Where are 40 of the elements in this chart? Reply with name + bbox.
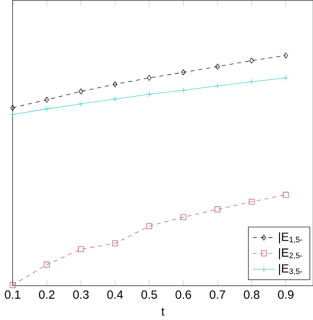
legend-label: |E$_{3,5-}$: [278, 264, 302, 276]
point: [215, 64, 220, 70]
point: [282, 192, 289, 198]
x-tick-label: 0.9: [278, 290, 294, 299]
point: [44, 96, 49, 103]
point: [10, 282, 16, 288]
x-axis-title: t: [161, 308, 164, 316]
point: [112, 240, 118, 246]
point: [44, 106, 50, 112]
point: [214, 206, 220, 212]
point: [248, 78, 254, 85]
x-tick-label: 0.5: [141, 290, 157, 299]
x-tick-label: 0.4: [107, 290, 123, 299]
legend-label: |E$_{1,5-}$: [278, 232, 302, 244]
point: [10, 104, 15, 111]
x-tick-label: 0.3: [72, 290, 88, 299]
point: [146, 223, 152, 230]
point: [214, 83, 220, 89]
point: [180, 87, 186, 94]
x-tick-label: 0.2: [38, 290, 54, 299]
point: [78, 246, 84, 252]
point: [146, 91, 152, 98]
x-tick-label: 0.1: [4, 290, 20, 299]
point: [249, 58, 254, 64]
point: [78, 100, 84, 107]
point: [78, 88, 83, 94]
point: [180, 214, 186, 220]
x-tick-label: 0.7: [210, 290, 225, 299]
point: [44, 262, 50, 268]
point: [248, 198, 254, 205]
x-tick-label: 0.8: [244, 290, 260, 299]
point: [146, 74, 152, 81]
x-tick-label: 0.6: [175, 290, 191, 299]
point: [282, 74, 289, 81]
legend-label: |E$_{2,5-}$: [278, 248, 302, 260]
point: [112, 96, 118, 102]
point: [180, 69, 186, 76]
point: [112, 81, 118, 88]
point: [10, 112, 16, 118]
point: [283, 52, 288, 58]
